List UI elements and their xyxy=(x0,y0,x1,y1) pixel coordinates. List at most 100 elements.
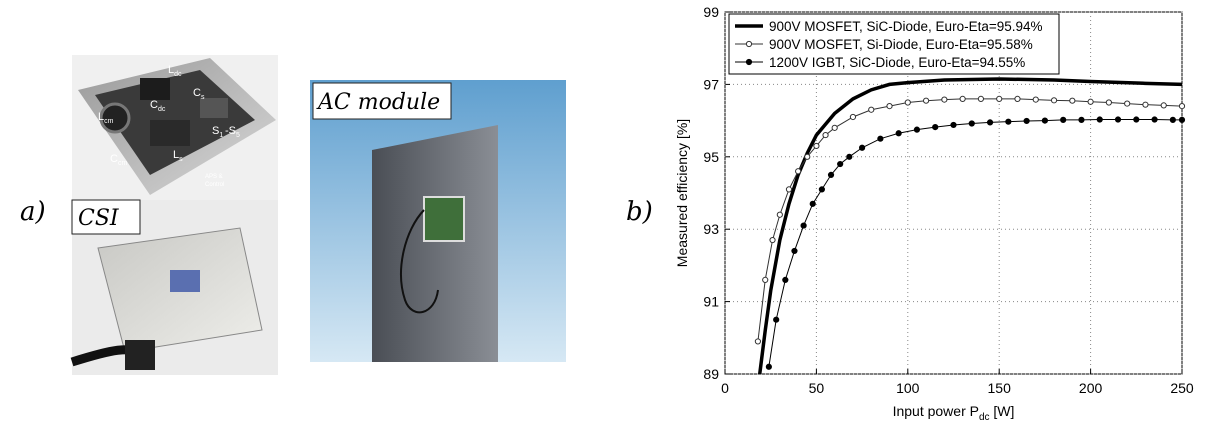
data-point xyxy=(922,97,930,104)
data-point xyxy=(986,119,994,126)
data-point xyxy=(877,135,884,142)
data-point xyxy=(868,106,875,113)
component-label: APS & xyxy=(205,174,223,180)
component-main: L xyxy=(98,111,104,123)
component-label: Control xyxy=(205,182,224,188)
data-point xyxy=(950,121,957,129)
data-point xyxy=(809,200,816,207)
data-point xyxy=(804,153,811,160)
panel-label: b) xyxy=(626,197,653,227)
legend-marker xyxy=(745,40,753,48)
y-tick-label: 95 xyxy=(703,149,719,165)
data-point xyxy=(859,144,866,151)
data-point xyxy=(1160,102,1167,109)
data-point xyxy=(941,96,948,103)
component-main: L xyxy=(168,64,174,76)
data-point xyxy=(1133,116,1140,123)
x-tick-label: 0 xyxy=(721,380,729,396)
series-line xyxy=(757,77,1183,375)
data-point xyxy=(895,130,902,137)
legend-label: 900V MOSFET, Si-Diode, Euro-Eta=95.58% xyxy=(769,37,1033,52)
component-sub: s xyxy=(179,156,183,163)
photo-ac-module xyxy=(310,80,566,362)
data-point xyxy=(846,153,853,160)
data-point xyxy=(886,103,893,110)
data-point xyxy=(1050,97,1058,104)
data-point xyxy=(822,131,829,139)
panel-label: a) xyxy=(20,197,46,227)
y-axis-label: Measured efficiency [%] xyxy=(674,119,690,267)
legend-label: 1200V IGBT, SiC-Diode, Euro-Eta=94.55% xyxy=(769,55,1025,70)
photo-csi xyxy=(70,200,278,375)
data-point xyxy=(795,168,802,175)
component-label: Cs xyxy=(193,87,205,101)
x-tick-label: 200 xyxy=(1079,380,1103,396)
data-point xyxy=(782,276,789,283)
data-point xyxy=(968,120,975,127)
data-point xyxy=(1014,95,1021,102)
component-label: S1 xyxy=(212,125,223,139)
component-label: Ldc xyxy=(168,64,182,78)
x-tick-label: 250 xyxy=(1170,380,1194,396)
data-point xyxy=(827,171,835,178)
data-point xyxy=(1178,116,1186,123)
data-point xyxy=(1114,116,1122,123)
data-point xyxy=(1096,116,1103,123)
data-point xyxy=(1151,116,1158,123)
legend-label: 900V MOSFET, SiC-Diode, Euro-Eta=95.94% xyxy=(769,19,1043,34)
data-point xyxy=(1105,99,1112,106)
component-main: Control xyxy=(205,182,224,188)
chart: 89 91 93 95 97 99 0 50 100 150 200 250 Measured effi… xyxy=(674,4,1194,423)
data-point xyxy=(1005,118,1012,125)
data-point xyxy=(773,316,780,323)
component-main: C xyxy=(110,153,118,165)
x-tick-label: 50 xyxy=(809,380,825,396)
data-point xyxy=(800,222,807,229)
component-label: Cdc xyxy=(150,99,166,113)
component-main: -S xyxy=(225,125,236,137)
data-point xyxy=(1041,117,1049,124)
data-point xyxy=(1124,100,1131,107)
component-label: Ccm xyxy=(110,153,127,167)
ac-label-box xyxy=(312,82,452,120)
legend-marker xyxy=(745,58,753,66)
data-point xyxy=(831,124,838,131)
data-point xyxy=(769,236,776,244)
data-point xyxy=(1178,103,1186,110)
data-point xyxy=(1060,116,1067,123)
x-label-sub: dc xyxy=(979,412,990,423)
y-tick-label: 91 xyxy=(703,294,719,310)
legend-box xyxy=(728,13,1060,75)
y-tick-label: 93 xyxy=(703,221,719,237)
x-label-part: Input power P xyxy=(893,403,979,419)
data-point xyxy=(1032,96,1039,103)
x-tick-label: 150 xyxy=(988,380,1012,396)
data-point xyxy=(754,338,762,345)
data-point xyxy=(1078,116,1085,123)
x-label-part: [W] xyxy=(990,403,1015,419)
component-main: C xyxy=(150,99,158,111)
component-main: C xyxy=(193,87,201,99)
csi-label-box xyxy=(71,199,141,235)
component-label: Lcm xyxy=(98,111,114,125)
component-sub: 1 xyxy=(219,132,223,139)
data-point xyxy=(1023,117,1030,125)
y-tick-label: 97 xyxy=(703,76,719,92)
data-point xyxy=(959,95,966,102)
csi-label: CSI xyxy=(78,206,120,231)
data-point xyxy=(1087,98,1094,105)
data-point xyxy=(837,160,844,168)
ac-label: AC module xyxy=(316,90,440,115)
component-sub: dc xyxy=(158,106,166,113)
data-point xyxy=(932,124,939,131)
data-point xyxy=(791,247,798,255)
photo-board xyxy=(72,55,278,205)
data-point xyxy=(904,99,911,106)
data-point xyxy=(1142,101,1149,108)
component-sub: cm xyxy=(104,118,114,125)
data-point xyxy=(849,113,857,121)
data-point xyxy=(818,186,825,193)
